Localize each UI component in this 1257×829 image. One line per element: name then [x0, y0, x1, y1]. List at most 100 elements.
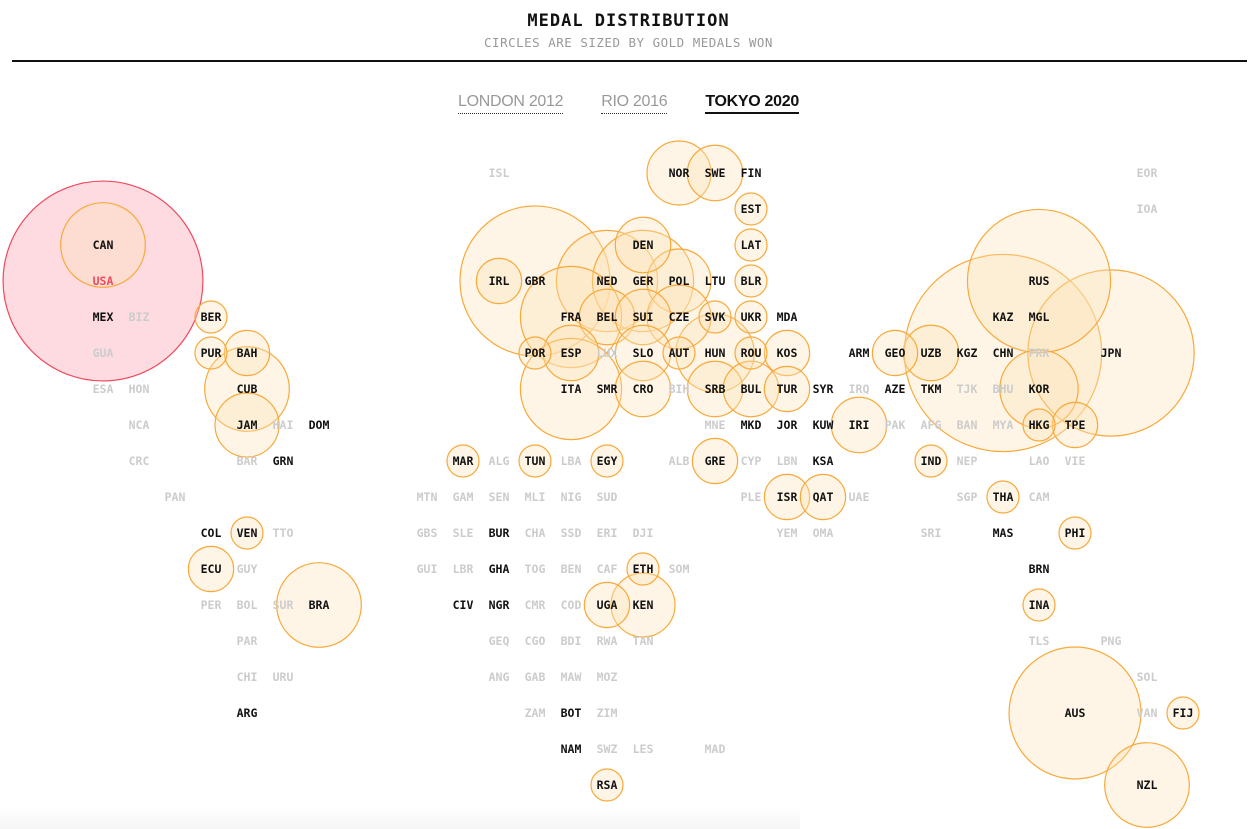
country-label-smr[interactable]: SMR [597, 382, 618, 396]
bubble-iri[interactable] [830, 396, 888, 454]
country-label-svk[interactable]: SVK [705, 310, 726, 324]
bubble-ven[interactable] [230, 516, 264, 550]
country-label-chn[interactable]: CHN [993, 346, 1014, 360]
bubble-hkg[interactable] [1022, 408, 1056, 442]
country-label-lba[interactable]: LBA [561, 454, 582, 468]
country-label-syr[interactable]: SYR [813, 382, 834, 396]
country-label-fij[interactable]: FIJ [1173, 706, 1194, 720]
country-label-esp[interactable]: ESP [561, 346, 582, 360]
country-label-ple[interactable]: PLE [741, 490, 762, 504]
country-label-brn[interactable]: BRN [1029, 562, 1050, 576]
country-label-tur[interactable]: TUR [777, 382, 798, 396]
country-label-rus[interactable]: RUS [1029, 274, 1050, 288]
bubble-uzb[interactable] [902, 324, 960, 382]
bubble-fij[interactable] [1166, 696, 1200, 730]
country-label-uzb[interactable]: UZB [921, 346, 942, 360]
country-label-lbn[interactable]: LBN [777, 454, 798, 468]
country-label-ita[interactable]: ITA [561, 382, 582, 396]
bubble-svk[interactable] [698, 300, 732, 334]
bubble-chn[interactable] [903, 253, 1103, 453]
bubble-usa[interactable] [2, 180, 204, 382]
bubble-blr[interactable] [734, 264, 768, 298]
country-label-mgl[interactable]: MGL [1029, 310, 1050, 324]
country-label-ngr[interactable]: NGR [489, 598, 510, 612]
bubble-phi[interactable] [1058, 516, 1092, 550]
bubble-tha[interactable] [986, 480, 1020, 514]
country-label-sgp[interactable]: SGP [957, 490, 978, 504]
country-label-nzl[interactable]: NZL [1137, 778, 1158, 792]
country-label-irq[interactable]: IRQ [849, 382, 870, 396]
country-label-mkd[interactable]: MKD [741, 418, 762, 432]
country-label-zam[interactable]: ZAM [525, 706, 546, 720]
bubble-mar[interactable] [446, 444, 480, 478]
country-label-aus[interactable]: AUS [1065, 706, 1086, 720]
country-label-mne[interactable]: MNE [705, 418, 726, 432]
country-label-sur[interactable]: SUR [273, 598, 294, 612]
country-label-cze[interactable]: CZE [669, 310, 690, 324]
country-label-cub[interactable]: CUB [237, 382, 258, 396]
country-label-nam[interactable]: NAM [561, 742, 582, 756]
country-label-ioa[interactable]: IOA [1137, 202, 1158, 216]
bubble-esp[interactable] [542, 324, 600, 382]
country-label-phi[interactable]: PHI [1065, 526, 1086, 540]
country-label-nor[interactable]: NOR [669, 166, 690, 180]
bubble-jam[interactable] [214, 392, 280, 458]
country-label-arg[interactable]: ARG [237, 706, 258, 720]
bubble-rou[interactable] [734, 336, 768, 370]
country-label-sol[interactable]: SOL [1137, 670, 1158, 684]
country-label-tan[interactable]: TAN [633, 634, 654, 648]
country-label-hon[interactable]: HON [129, 382, 150, 396]
country-label-ltu[interactable]: LTU [705, 274, 726, 288]
country-label-lat[interactable]: LAT [741, 238, 762, 252]
bubble-egy[interactable] [590, 444, 624, 478]
country-label-lux[interactable]: LUX [597, 346, 618, 360]
bubble-ken[interactable] [610, 572, 676, 638]
country-label-moz[interactable]: MOZ [597, 670, 618, 684]
country-label-guy[interactable]: GUY [237, 562, 258, 576]
country-label-blr[interactable]: BLR [741, 274, 762, 288]
country-label-kgz[interactable]: KGZ [957, 346, 978, 360]
country-label-gam[interactable]: GAM [453, 490, 474, 504]
country-label-sui[interactable]: SUI [633, 310, 654, 324]
country-label-lao[interactable]: LAO [1029, 454, 1050, 468]
country-label-bra[interactable]: BRA [309, 598, 330, 612]
country-label-srb[interactable]: SRB [705, 382, 726, 396]
country-label-geq[interactable]: GEQ [489, 634, 510, 648]
country-label-cha[interactable]: CHA [525, 526, 546, 540]
country-label-mad[interactable]: MAD [705, 742, 726, 756]
country-label-cod[interactable]: COD [561, 598, 582, 612]
country-label-tog[interactable]: TOG [525, 562, 546, 576]
country-label-ben[interactable]: BEN [561, 562, 582, 576]
country-label-fra[interactable]: FRA [561, 310, 582, 324]
country-label-lbr[interactable]: LBR [453, 562, 474, 576]
country-label-usa[interactable]: USA [93, 274, 114, 288]
bubble-isr[interactable] [763, 473, 811, 521]
country-label-ber[interactable]: BER [201, 310, 222, 324]
country-label-egy[interactable]: EGY [597, 454, 618, 468]
country-label-mas[interactable]: MAS [993, 526, 1014, 540]
country-label-afg[interactable]: AFG [921, 418, 942, 432]
country-label-tjk[interactable]: TJK [957, 382, 978, 396]
country-label-sle[interactable]: SLE [453, 526, 474, 540]
bubble-bel[interactable] [578, 288, 636, 346]
country-label-iri[interactable]: IRI [849, 418, 870, 432]
country-label-gha[interactable]: GHA [489, 562, 510, 576]
country-label-png[interactable]: PNG [1101, 634, 1122, 648]
tab-rio-2016[interactable]: RIO 2016 [601, 93, 668, 114]
country-label-ina[interactable]: INA [1029, 598, 1050, 612]
country-label-cam[interactable]: CAM [1029, 490, 1050, 504]
bubble-aus[interactable] [1008, 646, 1142, 780]
country-label-rou[interactable]: ROU [741, 346, 762, 360]
country-label-tto[interactable]: TTO [273, 526, 294, 540]
country-label-mtn[interactable]: MTN [417, 490, 438, 504]
country-label-aut[interactable]: AUT [669, 346, 690, 360]
country-label-uga[interactable]: UGA [597, 598, 618, 612]
tab-london-2012[interactable]: LONDON 2012 [458, 93, 564, 114]
country-label-nca[interactable]: NCA [129, 418, 150, 432]
bubble-lat[interactable] [734, 228, 768, 262]
bubble-jpn[interactable] [1027, 269, 1195, 437]
bubble-bul[interactable] [722, 360, 780, 418]
country-label-bul[interactable]: BUL [741, 382, 762, 396]
country-label-jpn[interactable]: JPN [1101, 346, 1122, 360]
country-label-por[interactable]: POR [525, 346, 546, 360]
